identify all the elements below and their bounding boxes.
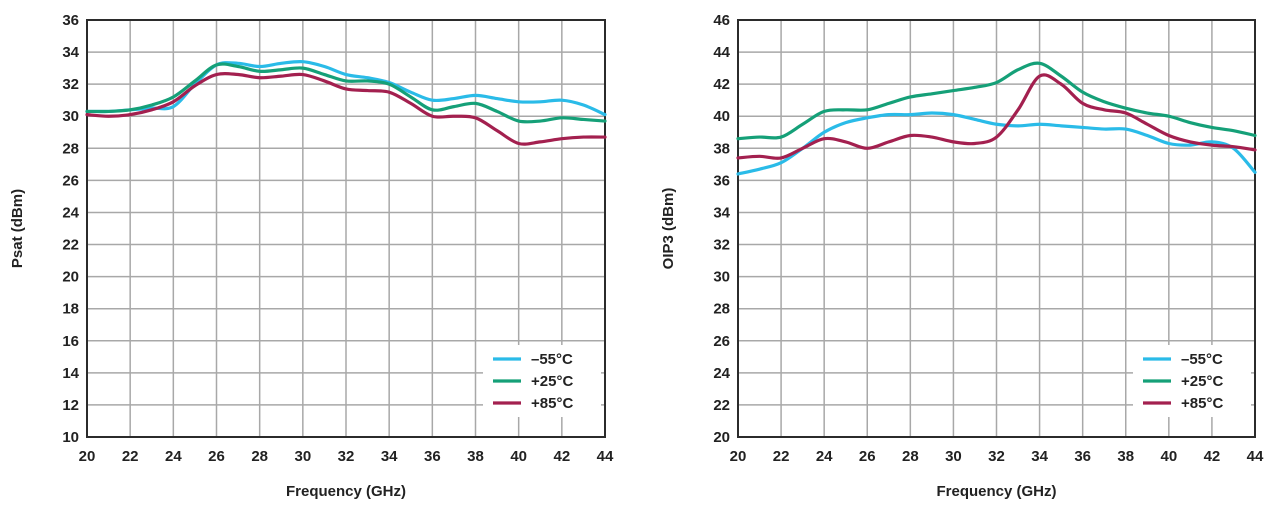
x-tick-label: 42: [1204, 448, 1221, 465]
y-tick-label: 36: [62, 12, 79, 29]
x-tick-label: 24: [165, 448, 182, 465]
y-tick-label: 44: [713, 44, 730, 61]
x-tick-label: 32: [338, 448, 355, 465]
series-line-1: [85, 59, 607, 117]
x-tick-label: 22: [773, 448, 790, 465]
series-line-2: [85, 62, 607, 124]
legend-label: +25°C: [1181, 373, 1223, 390]
y-tick-label: 20: [713, 429, 730, 446]
y-tick-label: 20: [62, 269, 79, 286]
series-line-2: [736, 61, 1257, 141]
x-tick-label: 30: [945, 448, 962, 465]
y-tick-label: 26: [62, 172, 79, 189]
y-axis-title: Psat (dBm): [9, 189, 26, 268]
y-tick-label: 36: [713, 172, 730, 189]
x-tick-label: 34: [1031, 448, 1048, 465]
x-tick-label: 20: [79, 448, 96, 465]
legend-label: +25°C: [531, 373, 573, 390]
oip3-chart: 20 22 24 26 28 30 32 34 36 38 40 42 44 20 22 24 26 28 30 32…: [660, 12, 1264, 500]
y-tick-label: 28: [62, 140, 79, 157]
x-tick-label: 22: [122, 448, 139, 465]
x-tick-label: 42: [553, 448, 570, 465]
y-tick-label: 32: [62, 76, 79, 93]
legend-label: +85°C: [531, 395, 573, 412]
plot-frame: [737, 19, 1256, 438]
y-axis-title: OIP3 (dBm): [660, 188, 677, 270]
y-tick-label: 32: [713, 237, 730, 254]
y-tick-label: 34: [713, 204, 730, 221]
x-axis-title: Frequency (GHz): [936, 483, 1056, 500]
x-tick-label: 34: [381, 448, 398, 465]
x-tick-label: 38: [1117, 448, 1134, 465]
x-tick-label: 40: [1160, 448, 1177, 465]
series-line-1: [736, 111, 1257, 176]
y-tick-label: 24: [62, 204, 79, 221]
y-tick-label: 22: [62, 237, 79, 254]
x-axis-title: Frequency (GHz): [286, 483, 406, 500]
x-tick-label: 28: [902, 448, 919, 465]
y-tick-label: 40: [713, 108, 730, 125]
y-tick-label: 30: [713, 269, 730, 286]
y-tick-label: 38: [713, 140, 730, 157]
y-tick-label: 26: [713, 333, 730, 350]
y-tick-label: 42: [713, 76, 730, 93]
y-tick-label: 16: [62, 333, 79, 350]
psat-chart: 20 22 24 26 28 30 32 34 36 38 40 42 44 10 12 14 16 18 20 22…: [9, 12, 614, 500]
series-line-3: [736, 73, 1257, 160]
legend-label: –55°C: [531, 351, 573, 368]
x-tick-label: 30: [294, 448, 311, 465]
x-tick-label: 20: [730, 448, 747, 465]
x-tick-label: 28: [251, 448, 268, 465]
x-tick-label: 26: [859, 448, 876, 465]
y-tick-label: 34: [62, 44, 79, 61]
x-tick-label: 36: [424, 448, 441, 465]
y-tick-label: 28: [713, 301, 730, 318]
x-tick-label: 26: [208, 448, 225, 465]
y-tick-label: 22: [713, 397, 730, 414]
legend-label: +85°C: [1181, 395, 1223, 412]
x-tick-label: 44: [597, 448, 614, 465]
x-tick-label: 24: [816, 448, 833, 465]
y-tick-label: 24: [713, 365, 730, 382]
x-tick-label: 44: [1247, 448, 1264, 465]
series-line-3: [85, 71, 607, 146]
y-tick-label: 12: [62, 397, 79, 414]
y-tick-label: 18: [62, 301, 79, 318]
y-tick-label: 10: [62, 429, 79, 446]
y-tick-label: 30: [62, 108, 79, 125]
legend-label: –55°C: [1181, 351, 1223, 368]
y-tick-label: 46: [713, 12, 730, 29]
x-tick-label: 32: [988, 448, 1005, 465]
x-tick-label: 40: [510, 448, 527, 465]
x-tick-label: 38: [467, 448, 484, 465]
plot-frame: [86, 19, 606, 438]
y-tick-label: 14: [62, 365, 79, 382]
x-tick-label: 36: [1074, 448, 1091, 465]
